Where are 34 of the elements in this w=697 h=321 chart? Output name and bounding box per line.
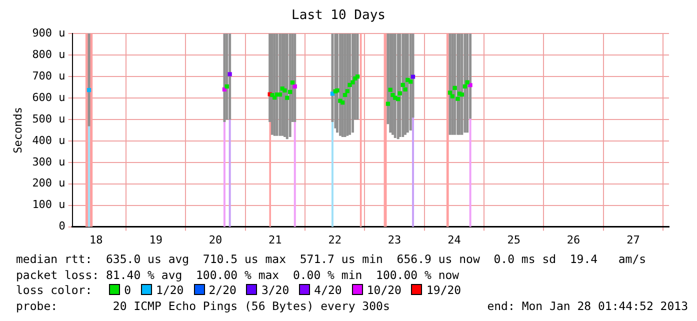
x-tick-label: 25	[507, 233, 520, 246]
legend-label: 0	[124, 283, 132, 297]
legend-title: loss color:	[16, 283, 92, 297]
chart-title: Last 10 Days	[292, 8, 386, 24]
x-tick-label: 18	[90, 233, 103, 246]
x-tick-label: 19	[149, 233, 162, 246]
legend-label: 3/20	[261, 283, 290, 297]
text: probe: 20 ICMP Echo Pings (56 Bytes) every 300s	[16, 298, 390, 312]
legend-label: 10/20	[366, 283, 402, 297]
x-tick-label: 23	[388, 233, 402, 246]
y-tick-label: 500 u	[32, 112, 66, 126]
legend-label: 19/20	[426, 283, 462, 297]
legend-label: 1/20	[156, 283, 184, 297]
y-tick-label: 200 u	[32, 176, 66, 190]
x-tick-label: 21	[268, 233, 282, 246]
y-tick-label: 400 u	[32, 134, 66, 147]
x-tick-label: 20	[208, 233, 222, 246]
text: end: Mon Jan 28 01:44:52 2013	[487, 298, 688, 314]
legend-label: 4/20	[314, 283, 342, 297]
y-tick-label: 800 u	[32, 48, 66, 61]
y-axis-title: Seconds	[11, 107, 24, 154]
y-tick-label: 0	[58, 220, 66, 233]
text: packet loss: 81.40 % avg 100.00 % max 0.00 % min 100.00 % now	[16, 268, 460, 283]
x-tick-label: 24	[448, 233, 462, 246]
y-tick-label: 300 u	[32, 155, 66, 168]
y-tick-label: 100 u	[32, 198, 66, 212]
legend-label: 2/20	[208, 283, 236, 297]
x-tick-label: 22	[328, 233, 342, 246]
x-tick-label: 26	[566, 233, 580, 246]
y-tick-label: 700 u	[32, 69, 66, 82]
x-tick-label: 27	[626, 233, 640, 246]
y-tick-label: 600 u	[32, 90, 66, 104]
y-tick-label: 900 u	[32, 26, 66, 40]
text: median rtt: 635.0 us avg 710.5 us max 571.7 us min 656.9 us now 0.0 ms sd 19.4 am/s	[16, 252, 648, 268]
